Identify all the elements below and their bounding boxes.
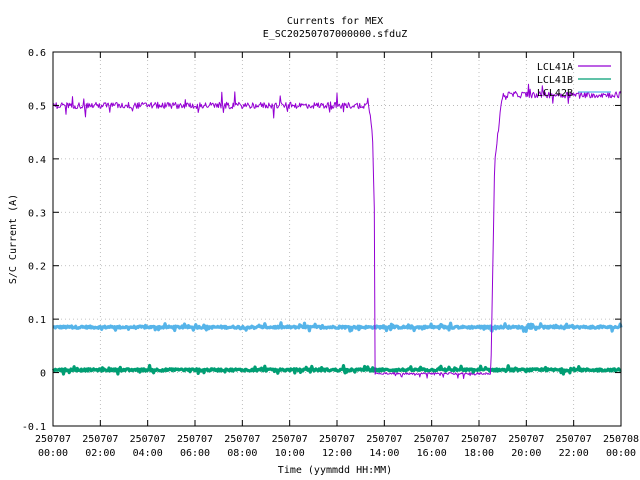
x-tick-time-label: 14:00 xyxy=(369,448,399,459)
y-tick-label: 0.1 xyxy=(28,315,46,326)
y-axis-ticks: -0.1 0 0.1 0.2 0.3 0.4 0.5 0.6 xyxy=(22,48,621,433)
x-tick-time-label: 08:00 xyxy=(227,448,257,459)
x-tick-date-label: 250708 xyxy=(603,434,639,445)
x-tick-date-label: 250707 xyxy=(508,434,544,445)
y-axis-label: S/C Current (A) xyxy=(8,194,19,284)
x-tick-date-label: 250707 xyxy=(177,434,213,445)
chart-subtitle: E_SC20250707000000.sfduZ xyxy=(263,29,408,40)
y-tick-label: -0.1 xyxy=(22,422,46,433)
x-tick-date-label: 250707 xyxy=(272,434,308,445)
legend-label: LCL41A xyxy=(537,62,573,73)
x-axis-label: Time (yymmdd HH:MM) xyxy=(278,465,392,476)
x-tick-time-label: 00:00 xyxy=(38,448,68,459)
x-tick-time-label: 18:00 xyxy=(464,448,494,459)
x-tick-date-label: 250707 xyxy=(35,434,71,445)
x-tick-date-label: 250707 xyxy=(556,434,592,445)
series-line-lcl41b xyxy=(51,363,622,376)
x-tick-time-label: 10:00 xyxy=(275,448,305,459)
series-lines xyxy=(51,83,623,379)
x-tick-date-label: 250707 xyxy=(224,434,260,445)
y-tick-label: 0 xyxy=(40,369,46,380)
x-tick-time-label: 02:00 xyxy=(85,448,115,459)
x-tick-time-label: 06:00 xyxy=(180,448,210,459)
x-tick-date-label: 250707 xyxy=(319,434,355,445)
x-tick-time-label: 00:00 xyxy=(606,448,636,459)
y-tick-label: 0.2 xyxy=(28,262,46,273)
y-tick-label: 0.3 xyxy=(28,208,46,219)
x-tick-date-label: 250707 xyxy=(82,434,118,445)
grid-lines xyxy=(53,52,621,426)
x-tick-time-label: 12:00 xyxy=(322,448,352,459)
legend-label: LCL41B xyxy=(537,75,573,86)
x-tick-time-label: 16:00 xyxy=(417,448,447,459)
x-axis-ticks: 250707 00:00 250707 02:00 250707 04:00 250707 0… xyxy=(35,52,639,459)
legend: LCL41A LCL41B LCL42B xyxy=(537,62,611,99)
y-tick-label: 0.5 xyxy=(28,101,46,112)
x-tick-date-label: 250707 xyxy=(366,434,402,445)
series-line-lcl42b xyxy=(52,321,623,333)
x-tick-time-label: 20:00 xyxy=(511,448,541,459)
x-tick-time-label: 22:00 xyxy=(559,448,589,459)
x-tick-date-label: 250707 xyxy=(414,434,450,445)
chart-title: Currents for MEX xyxy=(287,16,383,27)
x-tick-date-label: 250707 xyxy=(130,434,166,445)
legend-label: LCL42B xyxy=(537,88,573,99)
y-tick-label: 0.4 xyxy=(28,155,46,166)
x-tick-date-label: 250707 xyxy=(461,434,497,445)
y-tick-label: 0.6 xyxy=(28,48,46,59)
x-tick-time-label: 04:00 xyxy=(133,448,163,459)
series-line-lcl41a xyxy=(52,83,622,379)
